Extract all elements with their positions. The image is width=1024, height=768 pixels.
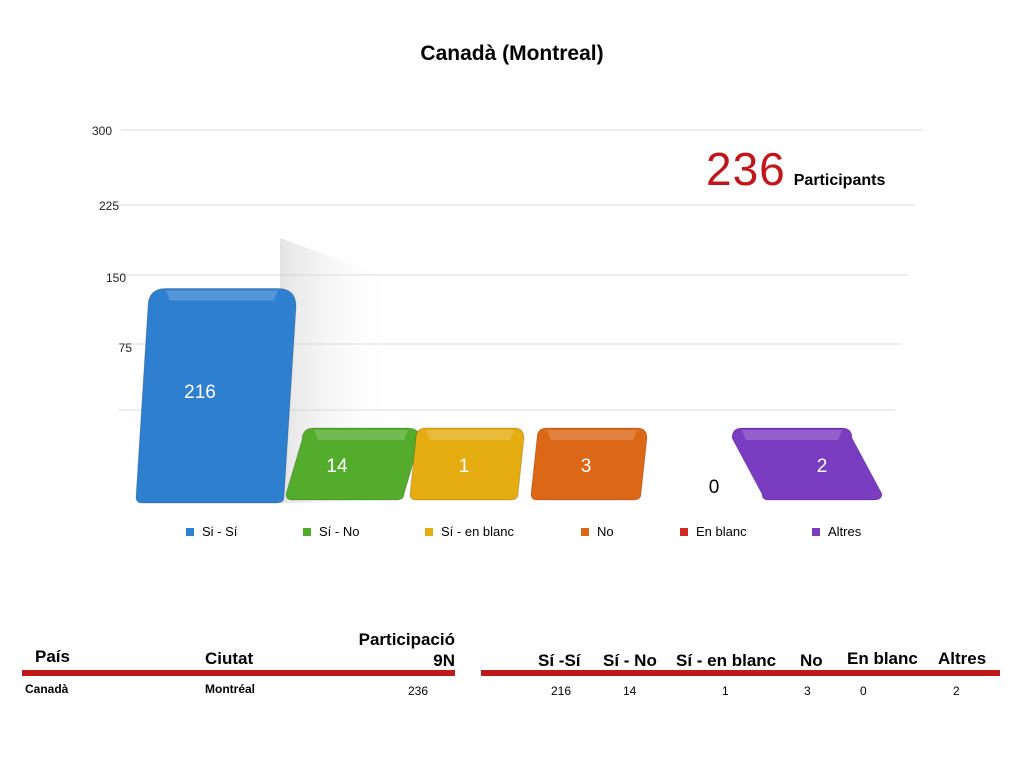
table-header-blank: En blanc [847,649,918,668]
table-divider-right [481,670,1000,676]
chart-legend: Si - Sí Sí - No Sí - en blanc No En blan… [0,524,1024,544]
legend-label: Si - Sí [202,524,238,539]
y-tick-75: 75 [118,341,132,355]
table-divider-left [22,670,455,676]
legend-label: Sí - en blanc [441,524,514,539]
participants-label: Participants [793,172,886,189]
bar-value-label: 3 [581,456,592,477]
bar [409,427,525,501]
table-header-country: País [35,647,70,666]
bar [135,287,297,504]
y-tick-225: 225 [98,199,119,213]
legend-label: Sí - No [319,524,360,539]
legend-swatch [680,527,688,536]
table-header-participation-line2: 9N [433,651,455,670]
legend-swatch [581,527,589,536]
table-header-other: Altres [938,649,987,668]
bar-highlight [314,430,408,440]
legend-swatch [425,527,433,536]
table-cell-si-no: 14 [623,684,637,698]
y-tick-300: 300 [91,124,112,138]
table-header-si-no: Sí - No [603,651,657,670]
table-cell-participation: 236 [408,684,429,698]
y-tick-150: 150 [105,271,126,285]
legend-item-altres: Altres [812,524,861,539]
table-cell-si-blank: 1 [722,684,729,698]
table-header-participation: Participació 9N [340,629,455,671]
legend-item-si-blank: Sí - en blanc [425,524,514,539]
legend-item-no: No [581,524,614,539]
bar-value-label: 1 [459,456,470,477]
table-cell-si-si: 216 [551,684,572,698]
table-header-si-blank: Sí - en blanc [676,651,777,670]
legend-item-si-no: Sí - No [303,524,359,539]
legend-swatch [303,527,311,536]
bar-highlight [426,430,514,440]
participants-annotation: 236 Participants [706,142,885,196]
bar [530,427,648,501]
table-cell-other: 2 [953,684,960,698]
table-header-si-si: Sí -Sí [538,651,581,670]
table-header-participation-line1: Participació [358,630,455,649]
table-cell-blank: 0 [860,684,867,698]
legend-swatch [812,527,820,536]
bar-value-label: 216 [184,382,216,403]
chart-plot: 216 14 1 3 0 2 [117,129,923,504]
table-header-city: Ciutat [205,649,254,668]
legend-item-si-si: Si - Sí [186,524,237,539]
bar-value-label: 2 [817,456,828,477]
table-header-no: No [800,651,823,670]
legend-item-en-blanc: En blanc [680,524,747,539]
bar-highlight [547,430,637,440]
bar-value-label: 0 [709,477,720,498]
legend-swatch [186,527,194,536]
bar-value-label: 14 [326,456,348,477]
legend-label: No [597,524,614,539]
participants-count: 236 [706,143,786,195]
bar [731,427,883,501]
chart-title: Canadà (Montreal) [420,42,604,65]
legend-label: En blanc [696,524,747,539]
table-cell-no: 3 [804,684,811,698]
table-cell-city: Montréal [205,682,256,696]
bar-highlight [742,430,842,440]
legend-label: Altres [828,524,862,539]
bar [285,427,421,501]
bar-highlight [166,290,278,301]
table-cell-country: Canadà [25,682,69,696]
